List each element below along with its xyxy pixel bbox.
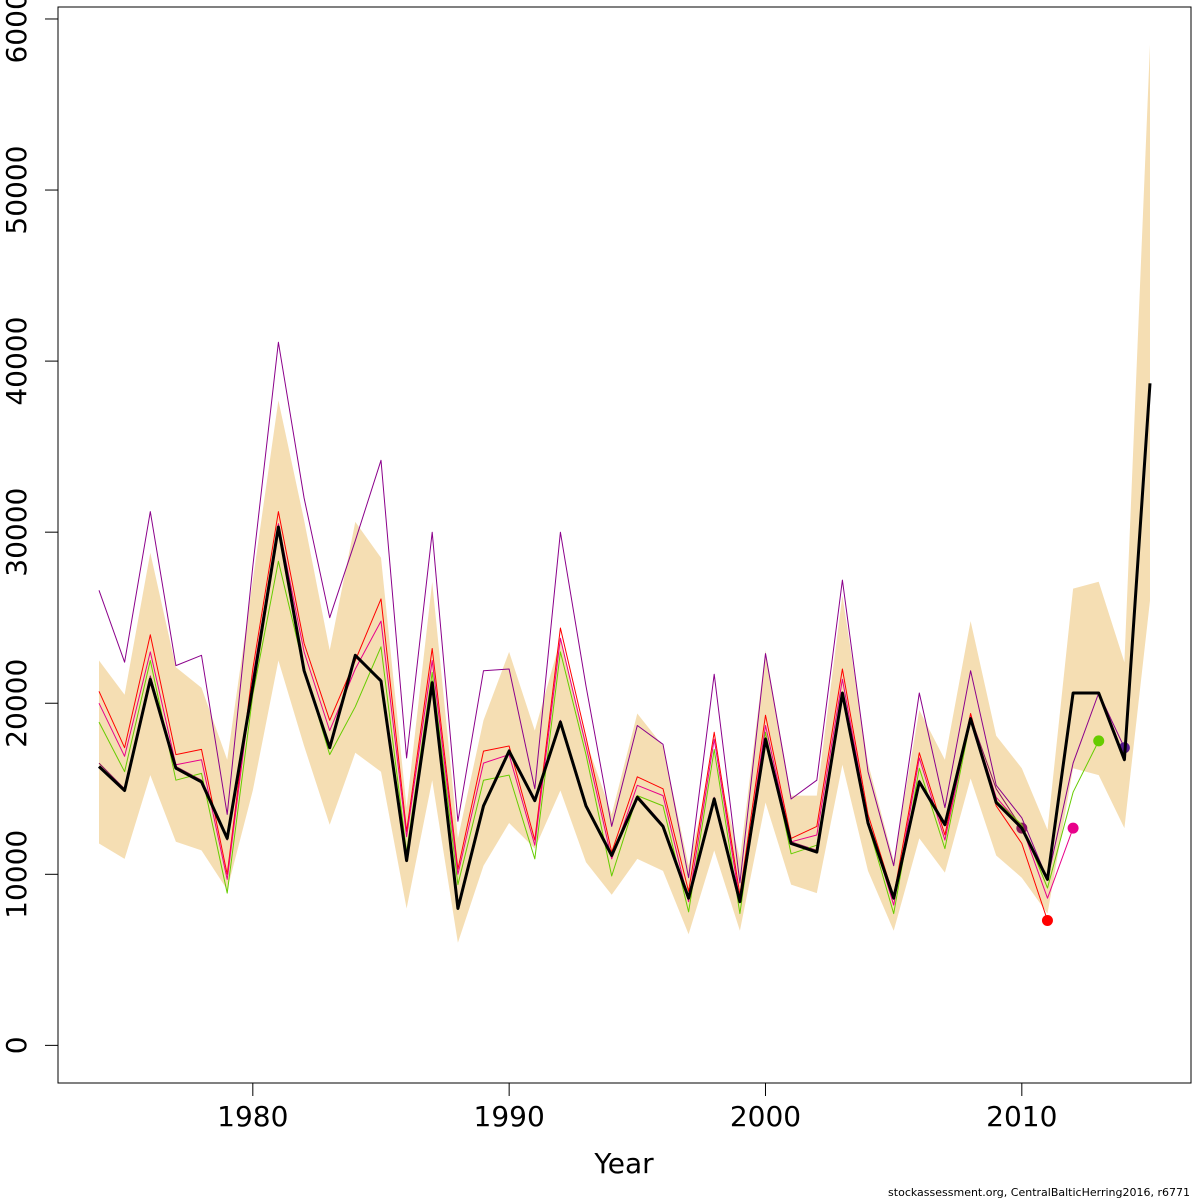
y-tick-label: 10000 [0,830,33,919]
y-tick-label: 30000 [0,488,33,577]
x-tick-label: 1980 [217,1100,288,1133]
series-line [98,560,1100,915]
end-point [1067,822,1079,834]
x-tick-label: 1990 [474,1100,545,1133]
series-line [98,341,1125,884]
y-tick-label: 50000 [0,146,33,235]
x-axis-title: Year [593,1147,654,1180]
confidence-band [99,44,1150,943]
series-line [97,383,1152,910]
x-tick-label: 2000 [730,1100,801,1133]
y-tick-label: 60000 [0,0,33,64]
caption: stockassessment.org, CentralBalticHerrin… [888,1186,1190,1199]
y-tick-label: 40000 [0,317,33,406]
y-tick-label: 0 [0,1036,33,1054]
plot-frame [57,6,1192,1084]
y-tick-label: 20000 [0,659,33,748]
end-point [1041,914,1053,926]
x-tick-label: 2010 [986,1100,1057,1133]
end-point [1093,735,1105,747]
